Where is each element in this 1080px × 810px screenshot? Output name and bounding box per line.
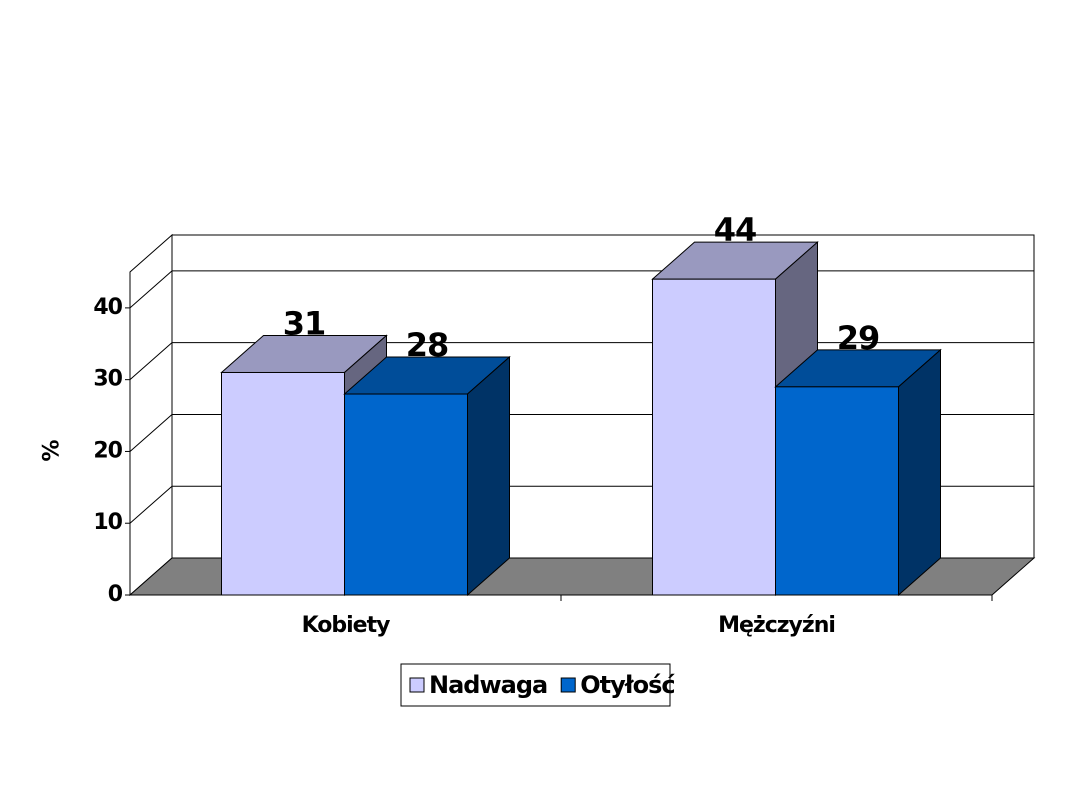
y-tick-label: 30 <box>93 367 122 392</box>
y-tick-label: 0 <box>108 582 123 607</box>
bar <box>652 278 776 596</box>
y-tick-label: 10 <box>93 510 122 535</box>
bar <box>775 386 899 596</box>
value-label: 31 <box>283 304 326 342</box>
legend-swatch <box>560 677 576 693</box>
value-label: 29 <box>837 319 880 357</box>
bar <box>221 371 345 596</box>
legend-swatch <box>409 677 425 693</box>
bar-side <box>898 348 941 597</box>
y-tick-label: 20 <box>93 438 122 463</box>
bar <box>344 393 468 596</box>
x-tick-label: Kobiety <box>302 613 391 638</box>
legend-label: Otyłość <box>580 671 675 699</box>
legend-label: Nadwaga <box>429 671 547 699</box>
legend-box <box>400 663 671 707</box>
value-label: 44 <box>714 211 757 249</box>
x-tick-label: Mężczyźni <box>718 613 835 638</box>
bar-side <box>467 355 510 597</box>
y-axis-label: % <box>36 439 61 461</box>
y-tick-label: 40 <box>93 295 122 320</box>
value-label: 28 <box>406 326 449 364</box>
